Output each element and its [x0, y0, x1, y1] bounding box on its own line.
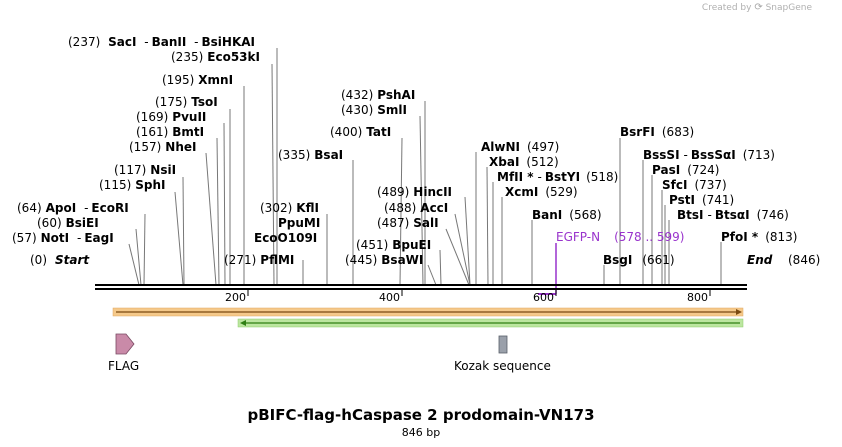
site-label-apoi[interactable]: (64) ApoI - EcoRI	[17, 201, 129, 215]
plasmid-name: pBIFC-flag-hCaspase 2 prodomain-VN173	[247, 406, 595, 424]
leader-nsii	[182, 176, 185, 286]
site-label-ppumi[interactable]: PpuMI	[278, 216, 320, 230]
orange-feature-arrow[interactable]	[112, 307, 744, 317]
ruler-label-600: 600	[533, 291, 554, 304]
site-label-acci[interactable]: (488) AccI	[384, 201, 448, 215]
site-label-pasi[interactable]: PasI (724)	[652, 163, 719, 177]
site-label-noti[interactable]: (57) NotI - EagI	[12, 231, 114, 245]
ruler-labels: 200 400 600 800	[225, 291, 708, 304]
ruler-ticks	[247, 289, 711, 296]
egfp-primer-label[interactable]: EGFP-N (578 .. 599)	[556, 230, 685, 244]
site-label-ecoo109i[interactable]: EcoO109I	[254, 231, 317, 245]
leader-hincii	[464, 196, 471, 286]
ruler-label-200: 200	[225, 291, 246, 304]
leader-sali	[445, 228, 470, 286]
site-label-xbai[interactable]: XbaI (512)	[489, 155, 559, 169]
site-label-smli[interactable]: (430) SmlI	[341, 103, 407, 117]
leader-xbai	[486, 166, 489, 286]
site-label-bsgi[interactable]: BsgI (661)	[603, 253, 675, 267]
leader-smli	[419, 115, 424, 286]
ruler-label-400: 400	[379, 291, 400, 304]
leader-bpuei	[439, 249, 442, 286]
start-label: Start	[55, 253, 90, 267]
site-label-nsii[interactable]: (117) NsiI	[114, 163, 176, 177]
leader-apoi	[143, 213, 146, 286]
snapgene-logo-icon: ⟳	[754, 2, 763, 13]
site-label-pvuii[interactable]: (169) PvuII	[136, 110, 206, 124]
site-label-kfli[interactable]: (302) KflI	[260, 201, 319, 215]
sequence-backbone	[95, 284, 747, 290]
site-label-pflmi[interactable]: (271) PflMI	[224, 253, 294, 267]
site-label-xcmi[interactable]: XcmI (529)	[505, 185, 578, 199]
site-label-saci[interactable]: (237) SacI - BanII - BsiHKAI	[68, 35, 255, 49]
leader-bsawi	[427, 264, 437, 286]
site-label-mfli[interactable]: MfII * - BstYI (518)	[497, 170, 618, 184]
site-label-psti[interactable]: PstI (741)	[669, 193, 734, 207]
site-leader-lines	[128, 48, 722, 286]
site-label-btsi[interactable]: BtsI - BtsαI (746)	[677, 208, 789, 222]
egfp-primer-marker	[538, 243, 557, 295]
site-label-xmni[interactable]: (195) XmnI	[162, 73, 233, 87]
leader-sphi	[174, 191, 184, 286]
flag-label: FLAG	[108, 359, 139, 373]
site-label-alwni[interactable]: AlwNI (497)	[481, 140, 559, 154]
leader-nhei	[205, 152, 217, 286]
credit-prefix: Created by	[701, 3, 752, 13]
green-feature-arrow[interactable]	[237, 318, 744, 328]
flag-arrow-icon	[115, 333, 135, 355]
leader-tati	[399, 137, 403, 286]
site-label-tsoi[interactable]: (175) TsoI	[155, 95, 218, 109]
ruler-label-800: 800	[687, 291, 708, 304]
site-label-bani[interactable]: BanI (568)	[532, 208, 602, 222]
snapgene-credit: Created by ⟳ SnapGene	[702, 2, 812, 13]
flag-feature[interactable]	[115, 333, 135, 355]
kozak-label: Kozak sequence	[454, 359, 551, 373]
site-label-bsawi[interactable]: (445) BsaWI	[345, 253, 423, 267]
leader-bmti	[216, 137, 220, 286]
leader-bsiei	[135, 228, 142, 286]
site-label-nhei[interactable]: (157) NheI	[129, 140, 196, 154]
end-label: End	[747, 253, 773, 267]
site-label-hincii[interactable]: (489) HincII	[377, 185, 452, 199]
kozak-feature[interactable]	[498, 335, 508, 354]
site-label-pshai[interactable]: (432) PshAI	[341, 88, 415, 102]
site-label-bsiei[interactable]: (60) BsiEI	[37, 216, 99, 230]
credit-brand: SnapGene	[765, 3, 812, 13]
site-label-pfoi[interactable]: PfoI * (813)	[721, 230, 797, 244]
site-label-bsrfi[interactable]: BsrFI (683)	[620, 125, 694, 139]
site-label-bsssi[interactable]: BssSI - BssSαI (713)	[643, 148, 775, 162]
end-pos: (846)	[788, 253, 820, 267]
site-label-tati[interactable]: (400) TatI	[330, 125, 391, 139]
site-label-bsai[interactable]: (335) BsaI	[278, 148, 343, 162]
leader-acci	[454, 213, 471, 286]
site-label-sphi[interactable]: (115) SphI	[99, 178, 166, 192]
site-label-bmti[interactable]: (161) BmtI	[136, 125, 204, 139]
site-label-sali[interactable]: (487) SalI	[377, 216, 439, 230]
leader-noti	[128, 243, 140, 286]
leader-pvuii	[223, 122, 226, 286]
site-label-sfci[interactable]: SfcI (737)	[662, 178, 727, 192]
leader-eco53ki	[271, 63, 275, 286]
start-pos: (0)	[30, 253, 47, 267]
site-label-bpuei[interactable]: (451) BpuEI	[356, 238, 431, 252]
plasmid-length: 846 bp	[401, 426, 441, 439]
site-label-eco53ki[interactable]: (235) Eco53kI	[171, 50, 260, 64]
